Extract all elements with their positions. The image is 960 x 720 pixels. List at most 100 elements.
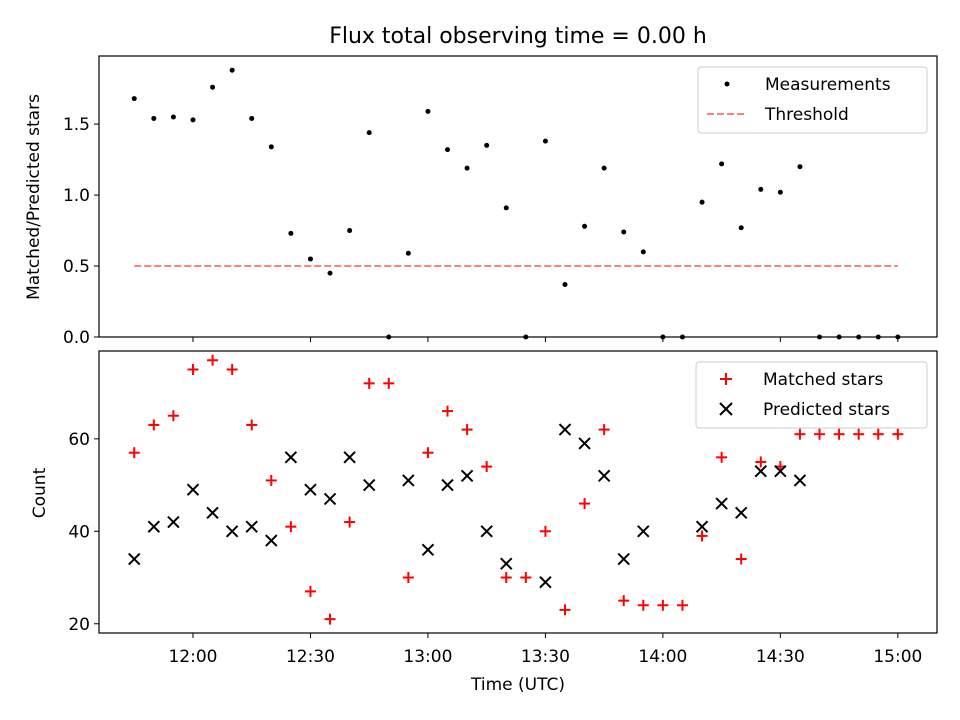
x-tick-label: 12:30 bbox=[286, 647, 335, 667]
measurement-point bbox=[621, 229, 627, 235]
measurement-point bbox=[817, 334, 823, 340]
x-axis-label: Time (UTC) bbox=[470, 675, 565, 695]
matched-point bbox=[598, 424, 610, 436]
matched-point bbox=[402, 572, 414, 584]
measurement-point bbox=[307, 256, 313, 262]
predicted-point bbox=[578, 437, 591, 450]
matched-point bbox=[539, 525, 551, 537]
matched-point bbox=[500, 572, 512, 584]
measurement-point bbox=[582, 223, 588, 229]
measurement-point bbox=[542, 138, 548, 144]
measurement-point bbox=[268, 144, 274, 150]
predicted-point bbox=[206, 506, 219, 520]
count-plot-area bbox=[98, 350, 938, 634]
predicted-point bbox=[225, 525, 239, 538]
measurement-point bbox=[719, 161, 725, 167]
matched-point bbox=[344, 516, 356, 528]
count-y-tick-label: 40 bbox=[68, 522, 90, 542]
predicted-point bbox=[500, 557, 513, 570]
measurement-point bbox=[347, 228, 353, 234]
measurement-point bbox=[464, 165, 470, 171]
measurement-point bbox=[640, 249, 646, 255]
predicted-point bbox=[186, 483, 200, 496]
matched-point bbox=[285, 521, 297, 533]
ratio-legend-box bbox=[697, 66, 928, 134]
measurement-point bbox=[190, 117, 196, 123]
predicted-point bbox=[304, 483, 317, 496]
measurement-point bbox=[797, 164, 803, 170]
predicted-point bbox=[167, 515, 180, 529]
count-legend: Matched stars Predicted stars bbox=[695, 361, 928, 429]
predicted-point bbox=[617, 552, 630, 566]
legend-label-measurements: Measurements bbox=[765, 75, 891, 95]
matched-point bbox=[226, 363, 238, 375]
matched-point bbox=[148, 419, 160, 431]
predicted-point bbox=[793, 474, 807, 487]
matched-point bbox=[442, 405, 454, 417]
ratio-y-tick-label: 1.0 bbox=[63, 186, 90, 206]
matched-point bbox=[853, 428, 865, 440]
matched-point bbox=[128, 447, 140, 459]
x-tick-label: 15:00 bbox=[873, 647, 922, 667]
measurement-point bbox=[503, 205, 509, 211]
predicted-point bbox=[362, 478, 376, 492]
legend-label-matched: Matched stars bbox=[763, 370, 883, 390]
matched-point bbox=[833, 428, 845, 440]
matched-point bbox=[520, 572, 532, 584]
matched-point bbox=[735, 553, 747, 565]
measurement-point bbox=[425, 108, 431, 114]
count-y-axis-label: Count bbox=[30, 467, 50, 518]
predicted-point bbox=[558, 423, 572, 436]
matched-point bbox=[716, 451, 728, 463]
legend-label-predicted: Predicted stars bbox=[763, 400, 890, 420]
matched-point bbox=[167, 410, 179, 422]
predicted-point bbox=[343, 451, 356, 464]
matched-point bbox=[892, 428, 904, 440]
measurement-point bbox=[131, 96, 137, 102]
ratio-y-tick-label: 0.0 bbox=[63, 328, 90, 348]
measurement-point bbox=[210, 84, 216, 90]
count-panel: 20 40 60 12:00 12:30 13:00 13:30 14:00 14:30 15:… bbox=[30, 350, 938, 695]
predicted-point bbox=[245, 520, 258, 533]
ratio-y-tick-label: 1.5 bbox=[63, 115, 90, 135]
legend-marker-matched bbox=[720, 373, 732, 385]
matched-point bbox=[481, 461, 493, 473]
matched-point bbox=[657, 599, 669, 611]
measurement-point bbox=[170, 114, 176, 120]
predicted-point bbox=[480, 525, 493, 538]
predicted-point bbox=[734, 506, 748, 520]
predicted-point bbox=[265, 534, 278, 547]
x-tick-label: 13:30 bbox=[521, 647, 570, 667]
matched-point bbox=[461, 424, 473, 436]
matched-point bbox=[814, 428, 826, 440]
measurement-point bbox=[601, 165, 607, 171]
matched-point bbox=[363, 377, 375, 389]
predicted-point bbox=[774, 464, 787, 478]
matched-point bbox=[794, 428, 806, 440]
count-legend-box bbox=[695, 361, 928, 429]
matched-point bbox=[676, 599, 688, 611]
x-tick-label: 12:00 bbox=[168, 647, 217, 667]
predicted-point bbox=[637, 525, 650, 538]
matched-point bbox=[246, 419, 258, 431]
matched-point bbox=[324, 613, 336, 625]
count-y-tick-label: 20 bbox=[68, 615, 90, 635]
matched-point bbox=[559, 604, 571, 616]
predicted-point bbox=[695, 520, 709, 533]
matched-point bbox=[422, 447, 434, 459]
measurement-point bbox=[679, 334, 685, 340]
chart-title: Flux total observing time = 0.00 h bbox=[329, 24, 707, 49]
ratio-y-axis-label: Matched/Predicted stars bbox=[24, 94, 44, 300]
measurement-point bbox=[445, 147, 451, 153]
measurement-point bbox=[856, 334, 862, 340]
count-y-ticks: 20 40 60 bbox=[68, 430, 99, 635]
matched-point bbox=[637, 599, 649, 611]
predicted-point bbox=[284, 451, 298, 464]
legend-marker-predicted bbox=[719, 402, 733, 416]
measurement-point bbox=[151, 115, 157, 121]
count-series bbox=[128, 354, 904, 625]
matched-point bbox=[579, 498, 591, 510]
x-tick-label: 14:30 bbox=[756, 647, 805, 667]
predicted-point bbox=[128, 552, 141, 566]
measurement-point bbox=[366, 130, 372, 136]
